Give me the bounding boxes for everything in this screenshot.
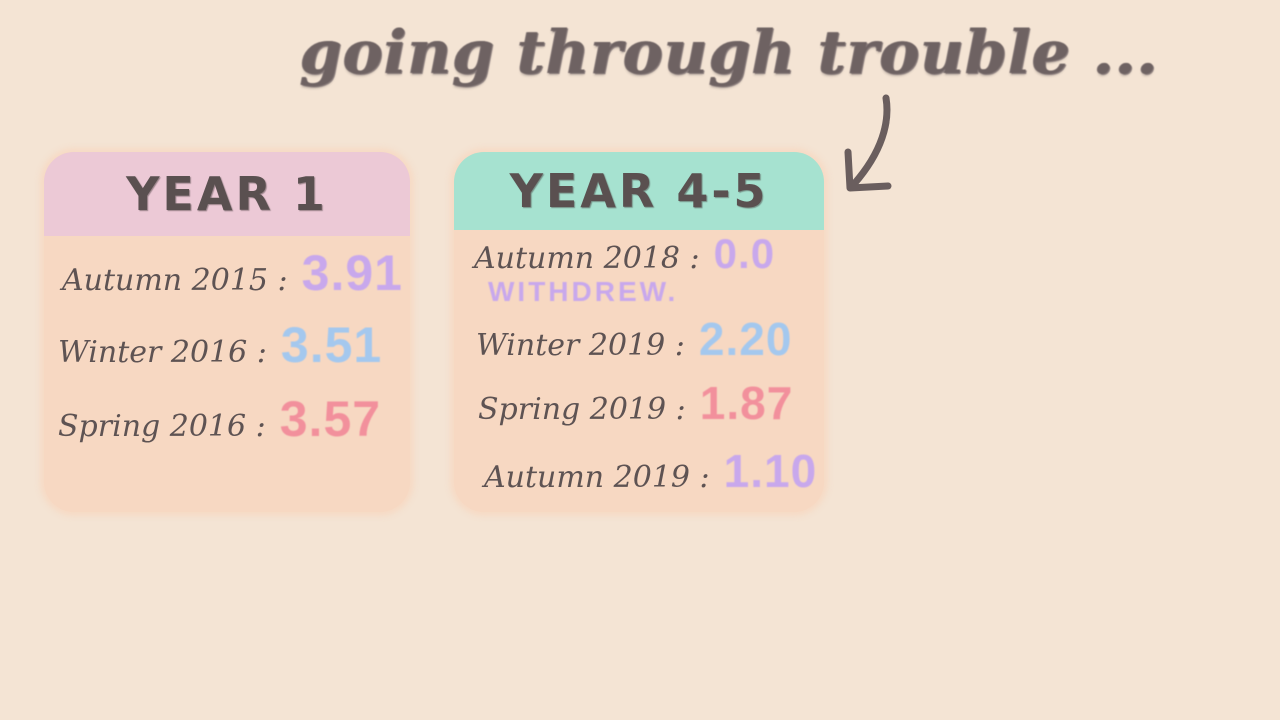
gpa-value: 0.0: [713, 230, 776, 277]
curved-arrow-down-left-icon: [844, 94, 892, 192]
gpa-value: 2.20: [698, 313, 793, 365]
term-label: Spring 2016 :: [58, 409, 266, 444]
term-row: Autumn 2019 : 1.10: [484, 444, 817, 498]
term-label: Winter 2019 :: [476, 328, 685, 363]
year-4-5-card: YEAR 4-5 Autumn 2018 : 0.0 WITHDREW. Win…: [454, 152, 824, 512]
gpa-value: 3.91: [301, 245, 403, 301]
year-1-title: YEAR 1: [44, 152, 410, 236]
term-row: Autumn 2018 : 0.0: [474, 230, 775, 278]
gpa-value: 3.51: [280, 317, 383, 373]
term-row: Spring 2016 : 3.57: [58, 390, 381, 448]
term-row: Spring 2019 : 1.87: [478, 376, 793, 430]
year-1-card: YEAR 1 Autumn 2015 : 3.91 Winter 2016 : …: [44, 152, 410, 512]
gpa-value: 3.57: [279, 391, 382, 447]
term-label: Autumn 2015 :: [62, 263, 288, 298]
gpa-value: 1.87: [699, 377, 794, 429]
term-label: Autumn 2019 :: [484, 460, 710, 495]
term-row: Winter 2016 : 3.51: [58, 316, 382, 374]
term-label: Winter 2016 :: [58, 335, 267, 370]
term-row: Autumn 2015 : 3.91: [62, 244, 403, 302]
gpa-value: 1.10: [723, 445, 818, 497]
term-row: Winter 2019 : 2.20: [476, 312, 792, 366]
term-label: Autumn 2018 :: [474, 241, 700, 276]
year-4-5-title: YEAR 4-5: [454, 152, 824, 230]
headline: going through trouble ...: [300, 18, 1159, 88]
term-label: Spring 2019 :: [478, 392, 686, 427]
withdrew-note: WITHDREW.: [488, 276, 679, 307]
